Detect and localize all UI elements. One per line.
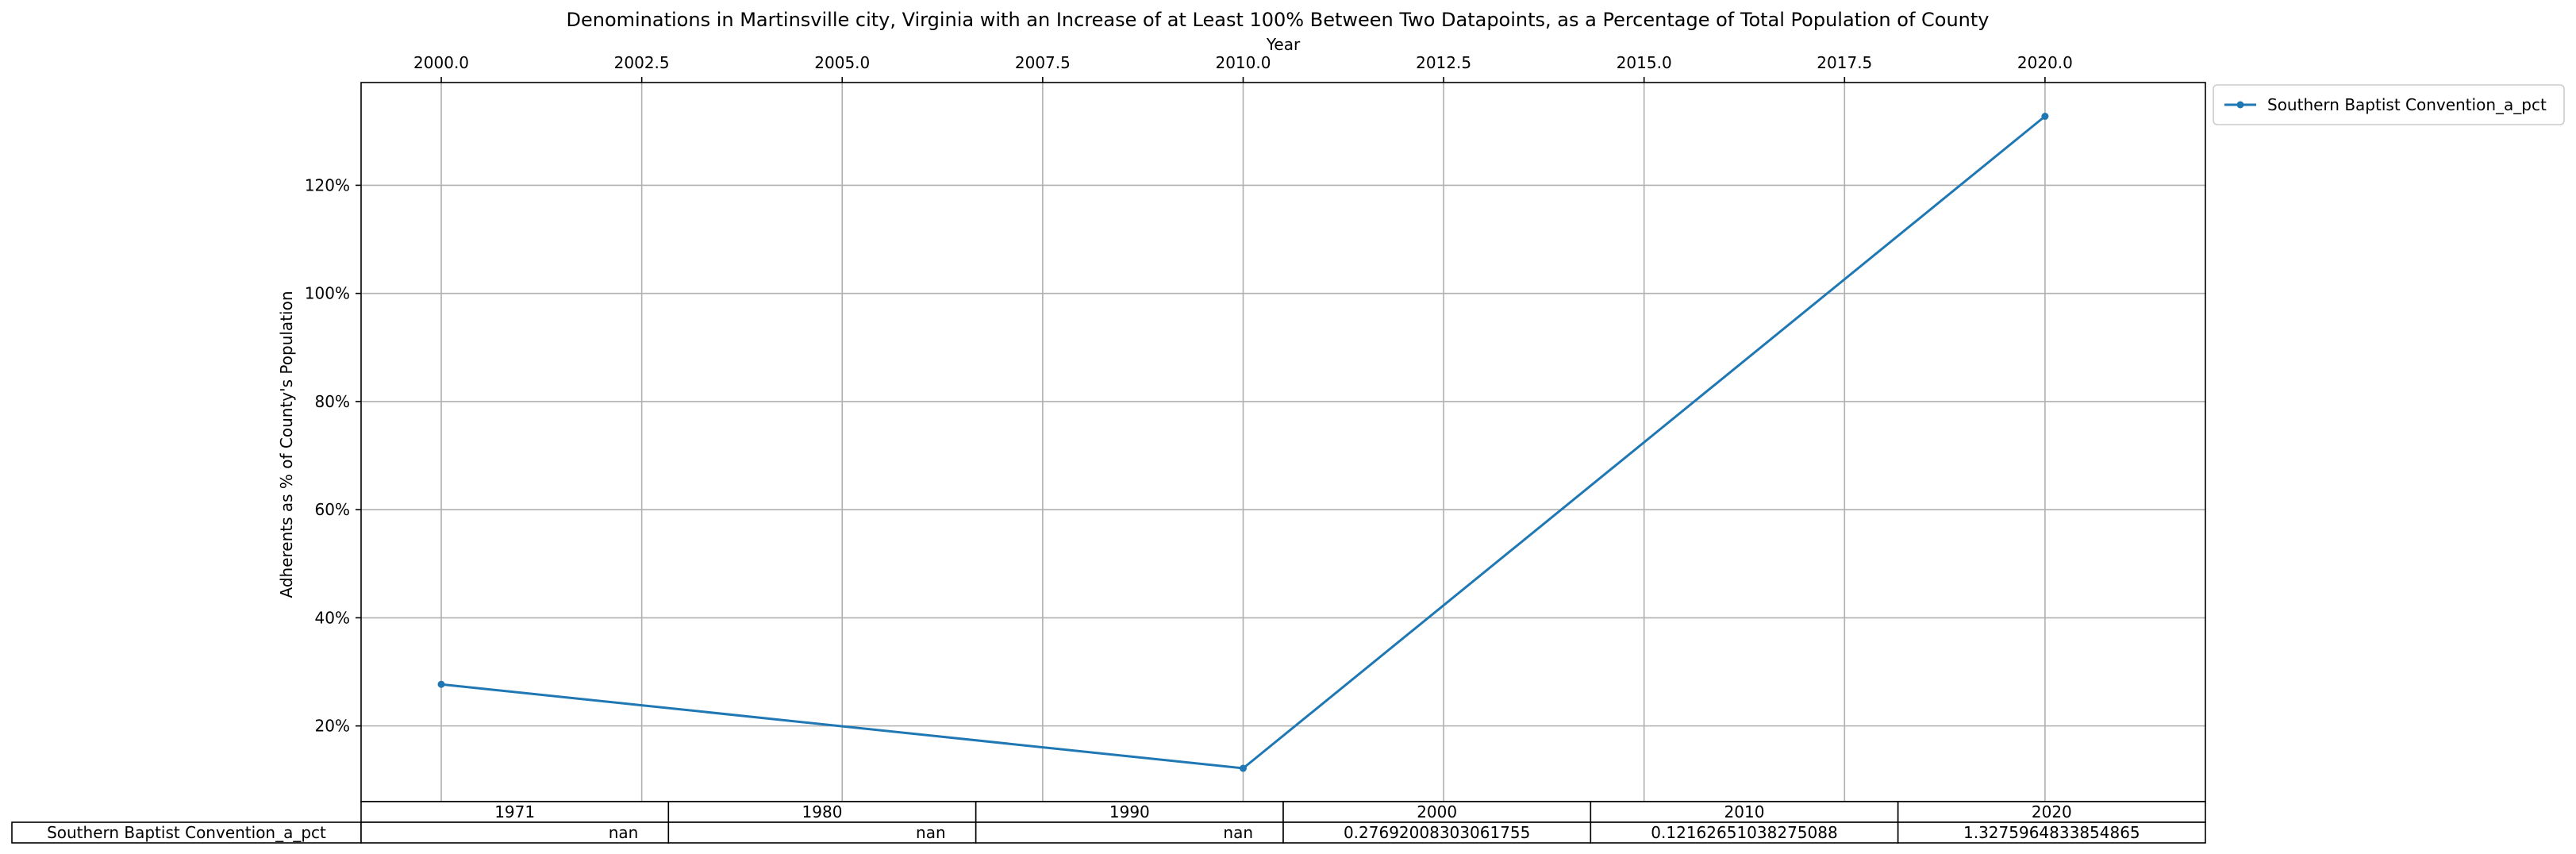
data-table: 1971 1980 1990 2000 2010 2020 Southern Baptist… bbox=[11, 801, 2206, 844]
x-tick-label: 2010.0 bbox=[1215, 53, 1271, 72]
y-tick-label: 120% bbox=[305, 175, 350, 194]
x-tick-label: 2017.5 bbox=[1817, 53, 1872, 72]
y-tick-label: 60% bbox=[315, 500, 350, 519]
y-tick-label: 100% bbox=[305, 284, 350, 303]
chart-title: Denominations in Martinsville city, Virg… bbox=[566, 9, 1989, 31]
table-cell-value: nan bbox=[609, 823, 639, 842]
table-column-header: 2010 bbox=[1724, 802, 1765, 821]
data-point bbox=[2041, 113, 2049, 121]
table-row-label-cell bbox=[11, 821, 362, 844]
x-tick-label: 2012.5 bbox=[1416, 53, 1471, 72]
table-row-label: Southern Baptist Convention_a_pct bbox=[47, 823, 326, 842]
x-tick-label: 2005.0 bbox=[814, 53, 870, 72]
axis-ticks: 2000.0 2002.5 2005.0 2007.5 2010.0 2012.5 2015… bbox=[305, 53, 2073, 736]
table-column-header: 1980 bbox=[802, 802, 843, 821]
table-header-cell bbox=[667, 801, 977, 823]
table-header-cell bbox=[360, 801, 670, 823]
table-cell bbox=[1282, 821, 1592, 844]
table-column-header: 1990 bbox=[1109, 802, 1150, 821]
table-cell-value: 0.27692008303061755 bbox=[1344, 823, 1530, 842]
x-tick-label: 2007.5 bbox=[1015, 53, 1071, 72]
data-point bbox=[1239, 764, 1247, 772]
table-header-cell bbox=[1282, 801, 1592, 823]
y-axis-label: Adherents as % of County's Population bbox=[277, 290, 296, 598]
table-header-cell bbox=[1590, 801, 1899, 823]
y-tick-label: 80% bbox=[315, 392, 350, 411]
table-column-header: 2000 bbox=[1417, 802, 1457, 821]
table-cell bbox=[1897, 821, 2206, 844]
table-column-header: 1971 bbox=[494, 802, 535, 821]
legend-swatch-marker bbox=[2236, 101, 2244, 109]
series-layer bbox=[437, 113, 2049, 772]
table-cell bbox=[360, 821, 670, 844]
y-tick-label: 20% bbox=[315, 717, 350, 736]
table-cell bbox=[975, 821, 1284, 844]
x-tick-label: 2000.0 bbox=[413, 53, 469, 72]
data-point bbox=[437, 680, 445, 688]
table-cell-value: 0.12162651038275088 bbox=[1651, 823, 1837, 842]
table-column-header: 2020 bbox=[2032, 802, 2072, 821]
table-header-cell bbox=[1897, 801, 2206, 823]
y-tick-label: 40% bbox=[315, 608, 350, 627]
legend: Southern Baptist Convention_a_pct bbox=[2213, 84, 2565, 125]
legend-box bbox=[2213, 84, 2565, 125]
x-axis-label: Year bbox=[1266, 35, 1301, 54]
table-cell-value: 1.3275964833854865 bbox=[1963, 823, 2140, 842]
x-tick-label: 2015.0 bbox=[1617, 53, 1672, 72]
table-cell bbox=[667, 821, 977, 844]
grid bbox=[361, 83, 2205, 802]
table-cell-value: nan bbox=[1223, 823, 1253, 842]
table-cell-value: nan bbox=[916, 823, 946, 842]
x-tick-label: 2020.0 bbox=[2017, 53, 2073, 72]
x-tick-label: 2002.5 bbox=[614, 53, 670, 72]
legend-label: Southern Baptist Convention_a_pct bbox=[2267, 95, 2547, 114]
table-cell bbox=[1590, 821, 1899, 844]
plot-frame bbox=[360, 82, 2206, 802]
